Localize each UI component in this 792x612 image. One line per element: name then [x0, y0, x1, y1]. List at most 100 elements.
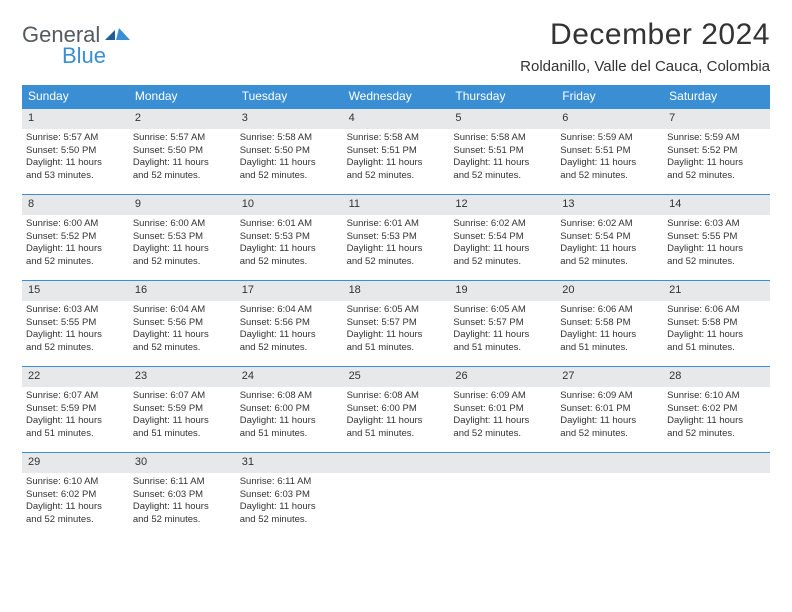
day-sunrise: Sunrise: 6:09 AM [560, 390, 659, 403]
day-cell: 24Sunrise: 6:08 AMSunset: 6:00 PMDayligh… [236, 367, 343, 452]
day-number: 13 [556, 195, 663, 215]
day-daylight1: Daylight: 11 hours [240, 329, 339, 342]
day-sunrise: Sunrise: 6:03 AM [26, 304, 125, 317]
day-cell: 26Sunrise: 6:09 AMSunset: 6:01 PMDayligh… [449, 367, 556, 452]
logo-text-block: General Blue [22, 24, 131, 67]
day-number: 2 [129, 109, 236, 129]
day-sunrise: Sunrise: 5:58 AM [347, 132, 446, 145]
week-row: 22Sunrise: 6:07 AMSunset: 5:59 PMDayligh… [22, 366, 770, 452]
day-daylight2: and 52 minutes. [133, 170, 232, 183]
day-number: 14 [663, 195, 770, 215]
week-row: 1Sunrise: 5:57 AMSunset: 5:50 PMDaylight… [22, 108, 770, 194]
day-number: 12 [449, 195, 556, 215]
day-number: 21 [663, 281, 770, 301]
day-cell: 25Sunrise: 6:08 AMSunset: 6:00 PMDayligh… [343, 367, 450, 452]
day-cell: 23Sunrise: 6:07 AMSunset: 5:59 PMDayligh… [129, 367, 236, 452]
day-cell: 13Sunrise: 6:02 AMSunset: 5:54 PMDayligh… [556, 195, 663, 280]
day-sunset: Sunset: 5:51 PM [453, 145, 552, 158]
weekday-header-row: Sunday Monday Tuesday Wednesday Thursday… [22, 85, 770, 108]
day-sunset: Sunset: 5:58 PM [667, 317, 766, 330]
day-daylight1: Daylight: 11 hours [133, 157, 232, 170]
day-sunset: Sunset: 5:56 PM [240, 317, 339, 330]
day-sunset: Sunset: 5:50 PM [26, 145, 125, 158]
day-daylight1: Daylight: 11 hours [133, 415, 232, 428]
day-cell: 6Sunrise: 5:59 AMSunset: 5:51 PMDaylight… [556, 109, 663, 194]
logo-mark-icon [105, 26, 131, 47]
day-number: 19 [449, 281, 556, 301]
day-daylight2: and 51 minutes. [133, 428, 232, 441]
day-sunset: Sunset: 5:53 PM [347, 231, 446, 244]
calendar-grid: Sunday Monday Tuesday Wednesday Thursday… [22, 85, 770, 538]
day-number: 29 [22, 453, 129, 473]
title-block: December 2024 Roldanillo, Valle del Cauc… [520, 18, 770, 75]
day-cell: 30Sunrise: 6:11 AMSunset: 6:03 PMDayligh… [129, 453, 236, 538]
day-sunrise: Sunrise: 6:11 AM [240, 476, 339, 489]
day-sunset: Sunset: 5:52 PM [667, 145, 766, 158]
day-daylight1: Daylight: 11 hours [347, 157, 446, 170]
day-number: 31 [236, 453, 343, 473]
day-number: 15 [22, 281, 129, 301]
day-sunrise: Sunrise: 6:04 AM [133, 304, 232, 317]
day-sunset: Sunset: 6:02 PM [667, 403, 766, 416]
day-sunset: Sunset: 6:01 PM [560, 403, 659, 416]
day-sunset: Sunset: 6:03 PM [133, 489, 232, 502]
day-daylight1: Daylight: 11 hours [26, 501, 125, 514]
day-sunset: Sunset: 6:01 PM [453, 403, 552, 416]
day-sunset: Sunset: 5:57 PM [347, 317, 446, 330]
day-cell [663, 453, 770, 538]
day-sunrise: Sunrise: 6:05 AM [453, 304, 552, 317]
day-daylight1: Daylight: 11 hours [133, 243, 232, 256]
day-cell: 10Sunrise: 6:01 AMSunset: 5:53 PMDayligh… [236, 195, 343, 280]
day-daylight1: Daylight: 11 hours [26, 243, 125, 256]
day-daylight2: and 52 minutes. [560, 256, 659, 269]
day-daylight2: and 51 minutes. [453, 342, 552, 355]
day-cell: 8 Sunrise: 6:00 AMSunset: 5:52 PMDaylight… [22, 195, 129, 280]
day-sunrise: Sunrise: 6:00 AM [26, 218, 125, 231]
day-daylight1: Daylight: 11 hours [133, 501, 232, 514]
day-daylight1: Daylight: 11 hours [453, 329, 552, 342]
day-daylight1: Daylight: 11 hours [667, 157, 766, 170]
day-daylight1: Daylight: 11 hours [347, 243, 446, 256]
day-daylight2: and 51 minutes. [347, 342, 446, 355]
day-cell [343, 453, 450, 538]
day-daylight1: Daylight: 11 hours [347, 415, 446, 428]
day-daylight2: and 51 minutes. [240, 428, 339, 441]
day-daylight2: and 51 minutes. [347, 428, 446, 441]
day-sunset: Sunset: 5:55 PM [667, 231, 766, 244]
day-daylight1: Daylight: 11 hours [453, 243, 552, 256]
day-sunrise: Sunrise: 6:00 AM [133, 218, 232, 231]
day-sunrise: Sunrise: 6:10 AM [26, 476, 125, 489]
day-sunrise: Sunrise: 6:02 AM [453, 218, 552, 231]
day-sunset: Sunset: 6:00 PM [240, 403, 339, 416]
day-number: 25 [343, 367, 450, 387]
day-daylight2: and 52 minutes. [133, 342, 232, 355]
day-daylight2: and 52 minutes. [347, 170, 446, 183]
day-daylight1: Daylight: 11 hours [453, 415, 552, 428]
day-daylight1: Daylight: 11 hours [560, 243, 659, 256]
day-number: 1 [22, 109, 129, 129]
day-number-empty [343, 453, 450, 473]
day-number: 16 [129, 281, 236, 301]
day-sunrise: Sunrise: 6:08 AM [347, 390, 446, 403]
day-number: 11 [343, 195, 450, 215]
day-number: 24 [236, 367, 343, 387]
day-number: 9 [129, 195, 236, 215]
day-number: 28 [663, 367, 770, 387]
day-daylight1: Daylight: 11 hours [667, 415, 766, 428]
day-number: 8 [22, 195, 129, 215]
day-sunset: Sunset: 5:56 PM [133, 317, 232, 330]
weekday-header: Monday [129, 85, 236, 108]
day-sunset: Sunset: 5:54 PM [560, 231, 659, 244]
day-daylight1: Daylight: 11 hours [26, 415, 125, 428]
day-daylight1: Daylight: 11 hours [453, 157, 552, 170]
day-sunset: Sunset: 5:50 PM [133, 145, 232, 158]
day-daylight2: and 51 minutes. [26, 428, 125, 441]
day-number: 4 [343, 109, 450, 129]
day-number: 27 [556, 367, 663, 387]
day-cell: 4Sunrise: 5:58 AMSunset: 5:51 PMDaylight… [343, 109, 450, 194]
day-sunset: Sunset: 5:52 PM [26, 231, 125, 244]
day-number: 30 [129, 453, 236, 473]
day-daylight2: and 52 minutes. [453, 256, 552, 269]
day-sunrise: Sunrise: 6:08 AM [240, 390, 339, 403]
day-daylight1: Daylight: 11 hours [240, 157, 339, 170]
